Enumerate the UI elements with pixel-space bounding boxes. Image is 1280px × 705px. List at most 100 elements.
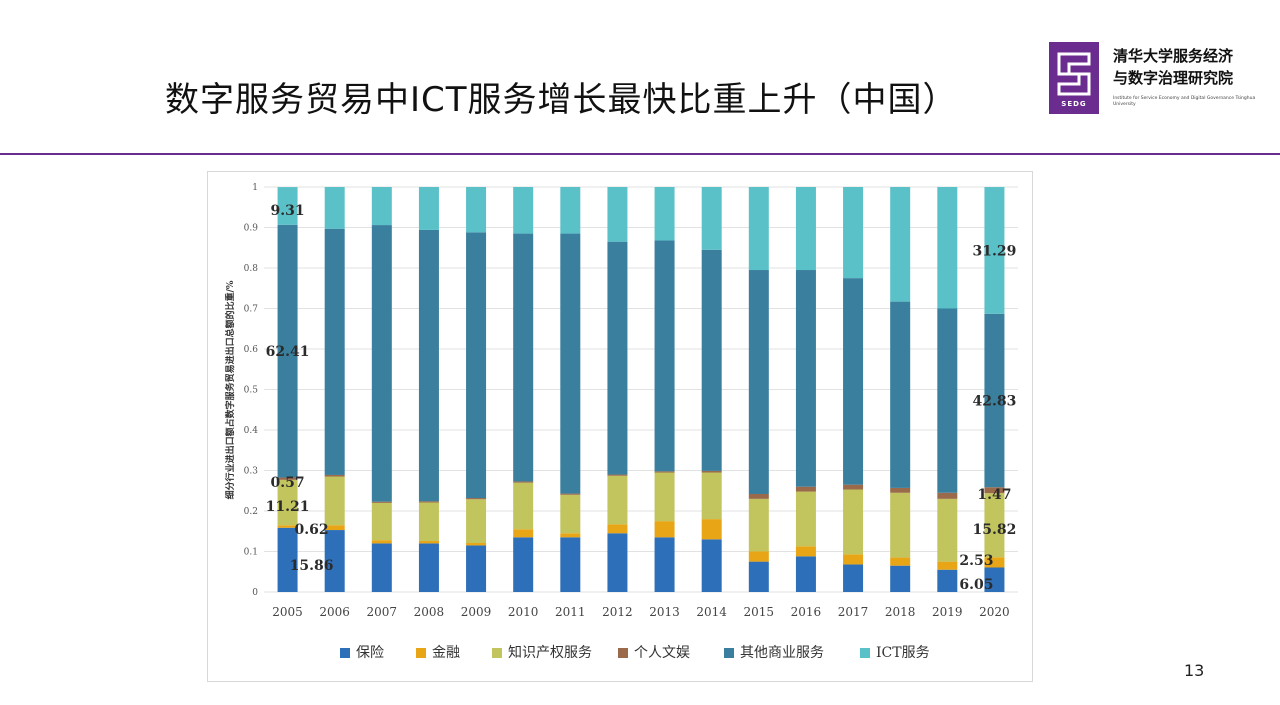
stacked-bar-chart: 00.10.20.30.40.50.60.70.80.91 2005 2006 20… (224, 183, 1018, 661)
bar-segment (560, 493, 581, 495)
y-axis-ticks: 0 0.1 0.2 0.3 0.4 0.5 0.6 0.7 0.8 0.9 1 (244, 183, 259, 598)
x-tick-label: 2011 (555, 605, 586, 619)
bar-segment (701, 539, 722, 592)
bar-segment (701, 470, 722, 473)
bar-segment (890, 487, 911, 493)
bar-segment (513, 187, 534, 234)
x-axis-ticks: 2005 2006 2007 2008 2009 2010 2011 2012 2013 2014… (272, 605, 1009, 619)
bar-segment (560, 187, 581, 234)
x-tick-label: 2019 (932, 605, 963, 619)
bar-segment (795, 556, 816, 592)
bar-segment (324, 187, 345, 229)
bar-segment (560, 494, 581, 534)
legend-item: 知识产权服务 (508, 644, 592, 661)
bar-segment (890, 557, 911, 566)
logo-name-line1: 清华大学服务经济 (1113, 47, 1234, 65)
x-tick-label: 2007 (367, 605, 398, 619)
bar-segment (513, 481, 534, 483)
bar-segment (654, 471, 675, 473)
bar-segment (607, 524, 628, 534)
bar-segment (701, 519, 722, 540)
x-tick-label: 2012 (602, 605, 633, 619)
bar-segment (701, 249, 722, 471)
bar-segment (324, 525, 345, 531)
page-title: 数字服务贸易中ICT服务增长最快比重上升（中国） (165, 80, 958, 120)
bar-segment (560, 233, 581, 494)
data-label: 62.41 (266, 344, 310, 360)
bar-segment (654, 472, 675, 522)
data-label: 1.47 (977, 487, 1011, 503)
bar-segment (324, 530, 345, 592)
bar-segment (607, 187, 628, 242)
legend-swatch (860, 648, 870, 658)
y-tick-label: 0.9 (244, 224, 259, 234)
bar-segment (466, 499, 487, 543)
legend-item: 保险 (356, 645, 384, 661)
bar-segment (795, 546, 816, 557)
bar-segment (277, 477, 298, 480)
bar-segment (371, 540, 392, 544)
bar-segment (654, 537, 675, 592)
bar-segment (890, 301, 911, 488)
y-tick-label: 0.3 (244, 467, 259, 477)
bar-segment (890, 565, 911, 592)
chart-frame: 0 0.1 0.2 0.3 0.4 0.5 0.6 0.7 0.8 0.9 1 2005 2006 20… (207, 171, 1033, 682)
bar-segment (324, 228, 345, 475)
x-tick-label: 2013 (649, 605, 680, 619)
bar-segment (843, 564, 864, 592)
bar-segment (371, 187, 392, 226)
bar-segment (890, 187, 911, 302)
bar-segment (654, 187, 675, 241)
x-tick-label: 2006 (319, 605, 350, 619)
bars (277, 187, 1005, 592)
data-label: 0.62 (295, 522, 329, 538)
bar-segment (466, 232, 487, 499)
bar-segment (466, 542, 487, 546)
bar-segment (748, 551, 769, 562)
bar-segment (937, 498, 958, 562)
bar-segment (984, 187, 1005, 314)
bar-segment (937, 561, 958, 570)
bar-segment (795, 270, 816, 487)
bar-segment (513, 482, 534, 530)
header-divider (0, 153, 1280, 155)
x-tick-label: 2009 (461, 605, 492, 619)
bar-segment (277, 527, 298, 592)
bar-segment (748, 493, 769, 499)
x-tick-label: 2015 (744, 605, 775, 619)
bar-segment (843, 187, 864, 279)
y-axis-label: 细分行业进出口额占数字服务贸易进出口总额的比重/% (224, 280, 236, 499)
data-label: 15.82 (973, 522, 1017, 538)
y-tick-label: 0.1 (244, 548, 258, 558)
x-tick-label: 2008 (414, 605, 445, 619)
bar-segment (466, 187, 487, 233)
legend-item: 其他商业服务 (740, 645, 824, 661)
bar-segment (748, 270, 769, 494)
bar-segment (607, 533, 628, 592)
bar-segment (654, 521, 675, 538)
logo-subtitle: Institute for Service Economy and Digita… (1113, 96, 1256, 107)
legend-item: ICT服务 (876, 645, 930, 661)
bar-segment (795, 486, 816, 492)
x-tick-label: 2020 (979, 605, 1010, 619)
bar-segment (984, 313, 1005, 488)
data-label: 11.21 (266, 499, 310, 515)
legend-swatch (492, 648, 502, 658)
legend-swatch (618, 648, 628, 658)
bar-segment (371, 543, 392, 592)
bar-segment (418, 540, 439, 544)
bar-segment (654, 240, 675, 472)
legend-swatch (340, 648, 350, 658)
bar-segment (277, 187, 298, 225)
bar-segment (843, 489, 864, 555)
bar-segment (984, 567, 1005, 592)
bar-segment (371, 502, 392, 541)
x-tick-label: 2018 (885, 605, 916, 619)
bar-segment (418, 229, 439, 502)
bar-segment (418, 501, 439, 503)
bar-segment (843, 554, 864, 565)
y-tick-label: 0.6 (244, 345, 259, 355)
y-tick-label: 0.2 (244, 507, 258, 517)
page-number: 13 (1184, 661, 1205, 680)
bar-segment (466, 545, 487, 592)
